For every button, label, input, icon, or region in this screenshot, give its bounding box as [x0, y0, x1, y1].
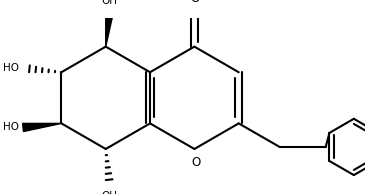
Text: OH: OH — [102, 0, 118, 6]
Polygon shape — [106, 9, 114, 47]
Text: O: O — [190, 0, 199, 5]
Text: HO: HO — [3, 122, 20, 133]
Text: HO: HO — [3, 63, 20, 73]
Text: OH: OH — [102, 191, 118, 194]
Polygon shape — [22, 123, 61, 132]
Text: O: O — [192, 156, 201, 169]
